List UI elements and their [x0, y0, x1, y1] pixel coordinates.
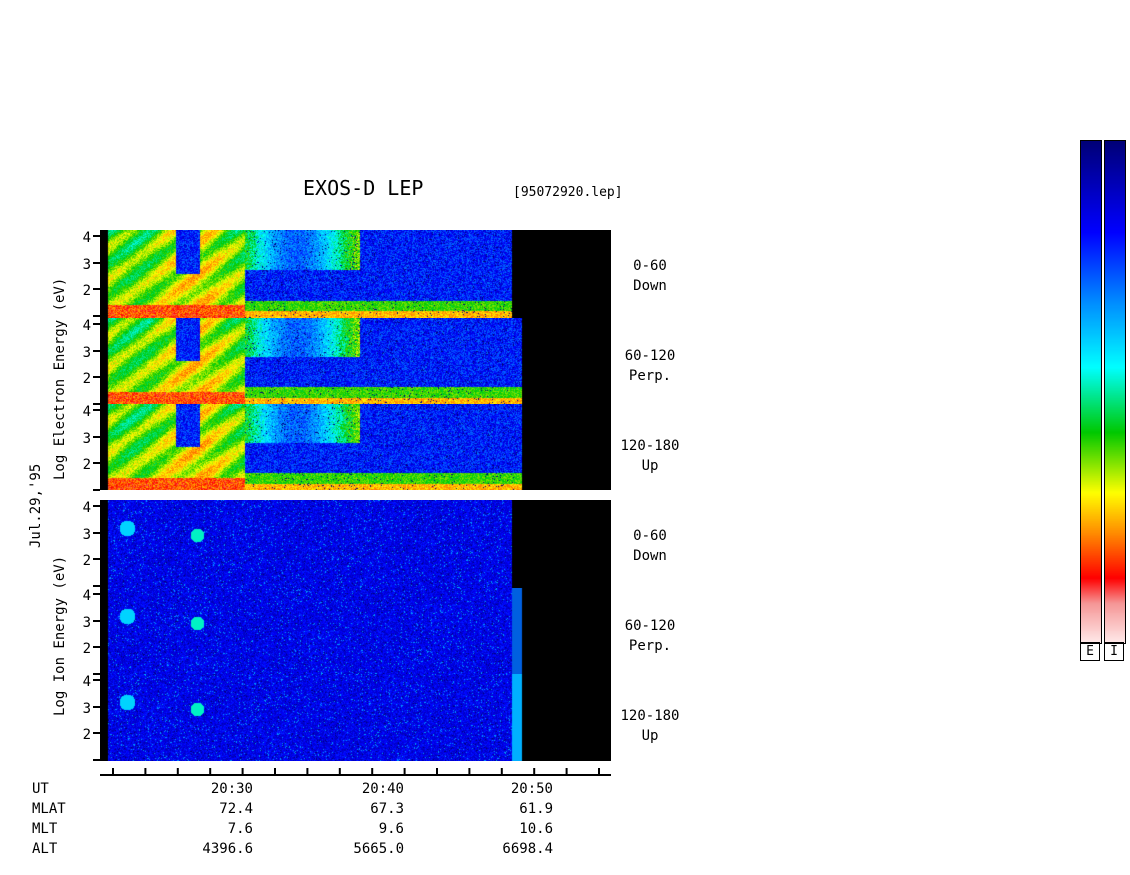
eph-label-mlt: MLT [32, 821, 58, 837]
y-tick-mark [93, 436, 100, 438]
ion-perp-spectrogram [100, 588, 611, 674]
eph-mlt-1: 9.6 [378, 821, 404, 837]
chart-title: EXOS-D LEP [303, 176, 424, 200]
y-tick-mark [93, 315, 100, 317]
y-tick-mark [93, 409, 100, 411]
y-tick-mark [93, 593, 100, 595]
y-tick-mark [93, 646, 100, 648]
panel-label-4: 60-120 Perp. [624, 618, 676, 654]
eph-alt-0: 4396.6 [202, 841, 253, 857]
date-label: Jul.29,'95 [28, 463, 44, 548]
y-tick-label: 2 [82, 283, 91, 299]
eph-alt-2: 6698.4 [502, 841, 553, 857]
y-tick-label: 4 [82, 318, 91, 334]
y-tick-mark [93, 732, 100, 734]
eph-label-mlat: MLAT [32, 801, 66, 817]
y-tick-label: 3 [82, 701, 91, 717]
y-tick-mark [93, 288, 100, 290]
y-tick-label: 3 [82, 615, 91, 631]
file-name: [95072920.lep] [513, 185, 623, 200]
ion-down-spectrogram [100, 500, 611, 588]
y-tick-label: 2 [82, 553, 91, 569]
panel-label-2: 120-180 Up [620, 438, 680, 474]
y-tick-mark [93, 558, 100, 560]
y-tick-mark [93, 262, 100, 264]
panel-label-1: 60-120 Perp. [624, 348, 676, 384]
eph-mlt-0: 7.6 [227, 821, 253, 837]
y-tick-mark [93, 505, 100, 507]
ion-colorbar [1104, 140, 1126, 644]
electron-up-spectrogram [100, 404, 611, 490]
eph-ut-2: 20:50 [510, 781, 553, 797]
ion-y-axis-label: Log Ion Energy (eV) [52, 555, 68, 716]
electron-perp-spectrogram [100, 318, 611, 404]
eph-label-ut: UT [32, 781, 49, 797]
eph-mlat-0: 72.4 [219, 801, 253, 817]
y-tick-label: 4 [82, 404, 91, 420]
y-tick-mark [93, 235, 100, 237]
y-tick-mark [93, 489, 100, 491]
y-tick-mark [93, 350, 100, 352]
eph-label-alt: ALT [32, 841, 58, 857]
y-tick-label: 4 [82, 588, 91, 604]
electron-y-axis-label: Log Electron Energy (eV) [52, 277, 68, 480]
y-tick-mark [93, 679, 100, 681]
y-tick-mark [93, 706, 100, 708]
eph-ut-0: 20:30 [210, 781, 253, 797]
panel-label-5: 120-180 Up [620, 708, 680, 744]
y-tick-label: 3 [82, 431, 91, 447]
eph-alt-1: 5665.0 [353, 841, 404, 857]
y-tick-label: 2 [82, 641, 91, 657]
y-tick-label: 2 [82, 457, 91, 473]
panel-label-3: 0-60 Down [633, 528, 667, 564]
y-tick-mark [93, 462, 100, 464]
colorbar-label-e: E [1080, 642, 1100, 661]
y-tick-mark [93, 759, 100, 761]
y-tick-mark [93, 673, 100, 675]
y-tick-label: 3 [82, 257, 91, 273]
y-tick-label: 4 [82, 674, 91, 690]
ion-up-spectrogram [100, 674, 611, 761]
eph-mlat-2: 61.9 [519, 801, 553, 817]
y-tick-mark [93, 323, 100, 325]
y-tick-mark [93, 376, 100, 378]
y-tick-mark [93, 620, 100, 622]
y-tick-mark [93, 532, 100, 534]
spectrogram-area [100, 230, 611, 763]
y-tick-label: 3 [82, 345, 91, 361]
y-tick-label: 4 [82, 230, 91, 246]
y-tick-label: 2 [82, 727, 91, 743]
y-tick-label: 2 [82, 371, 91, 387]
electron-colorbar [1080, 140, 1102, 644]
eph-mlat-1: 67.3 [370, 801, 404, 817]
time-axis [100, 768, 611, 776]
y-tick-mark [93, 403, 100, 405]
panel-label-0: 0-60 Down [633, 258, 667, 294]
colorbar-label-i: I [1104, 642, 1124, 661]
y-tick-mark [93, 585, 100, 587]
y-tick-label: 4 [82, 500, 91, 516]
eph-ut-1: 20:40 [361, 781, 404, 797]
y-tick-label: 3 [82, 527, 91, 543]
electron-down-spectrogram [100, 230, 611, 318]
eph-mlt-2: 10.6 [519, 821, 553, 837]
